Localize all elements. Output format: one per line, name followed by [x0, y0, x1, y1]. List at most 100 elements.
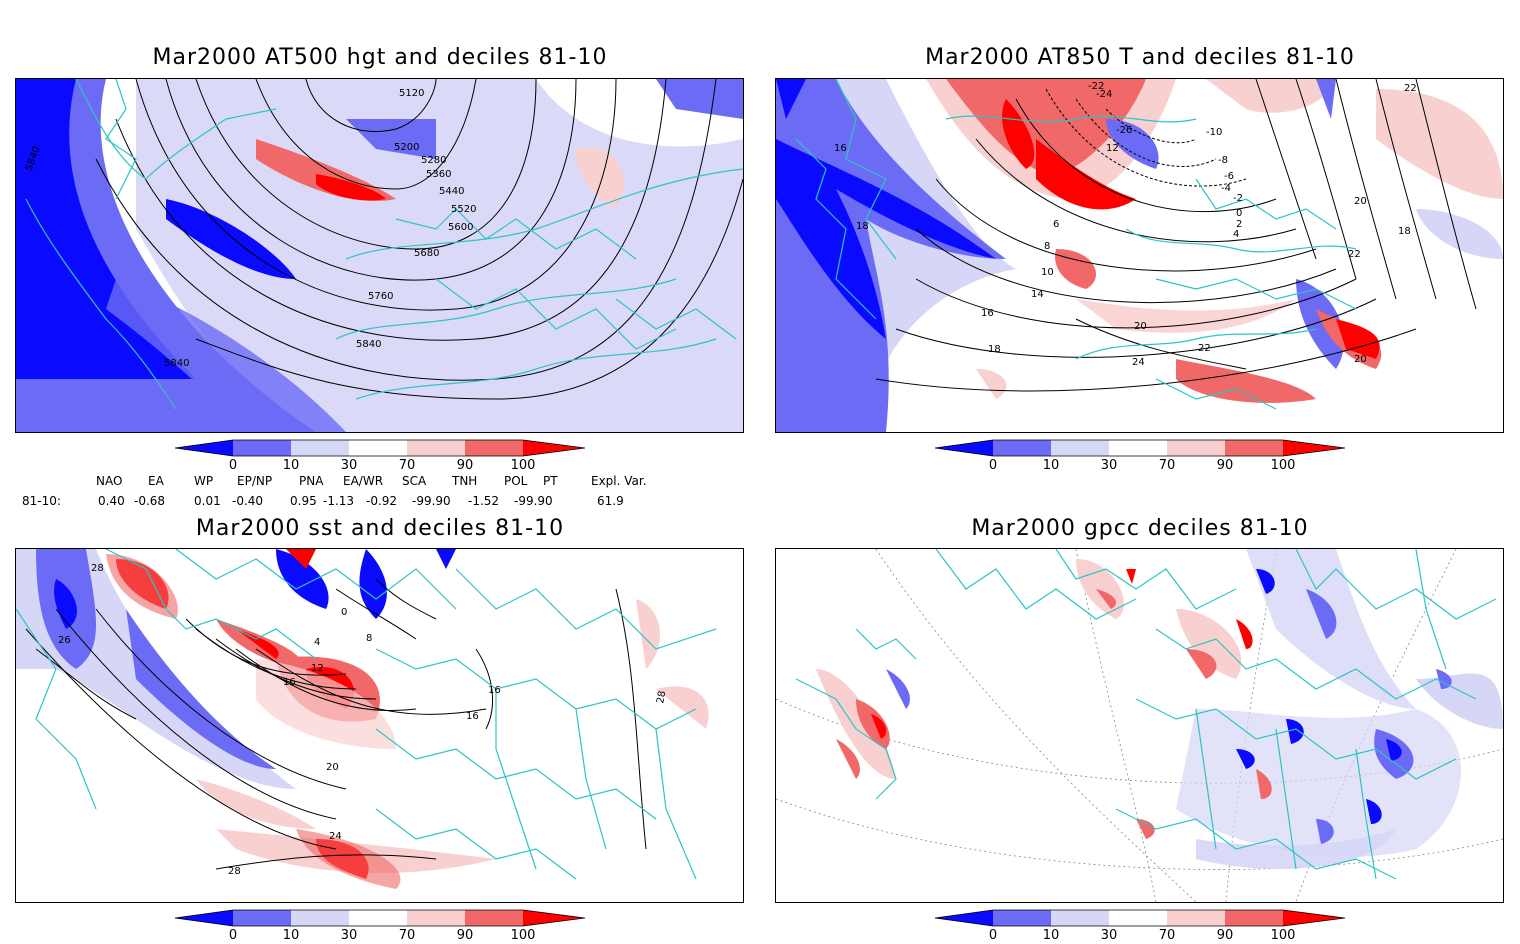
index-header: TNH — [452, 474, 478, 488]
colorbar-tick: 70 — [1158, 928, 1176, 943]
index-header: SCA — [402, 474, 427, 488]
colorbar-tick: 30 — [1100, 928, 1118, 943]
contour-label: 14 — [1031, 289, 1044, 300]
contour-label: 18 — [1398, 226, 1411, 237]
contour-label: 12 — [311, 663, 324, 674]
contour-label: 5760 — [368, 291, 393, 302]
panel-title-gpcc: Mar2000 gpcc deciles 81-10 — [971, 516, 1309, 541]
colorbar-tick: 100 — [1270, 928, 1296, 943]
index-value: -0.40 — [232, 494, 264, 508]
contour-label: 28 — [228, 866, 241, 877]
colorbar-gpcc: 0 10 30 70 90 100 — [934, 909, 1355, 944]
index-value: -0.68 — [134, 494, 166, 508]
contour-label: -8 — [1218, 155, 1228, 166]
contour-label: 16 — [466, 711, 479, 722]
map-panel-hgt: 5120 5200 5280 5360 5440 5520 5600 5680 … — [15, 78, 744, 433]
colorbar-tick: 30 — [340, 928, 358, 943]
contour-label: 20 — [1354, 196, 1367, 207]
colorbar-tick: 0 — [228, 458, 238, 473]
colorbar-tick: 70 — [398, 928, 416, 943]
contour-label: 28 — [655, 690, 668, 704]
index-period: 81-10: — [22, 494, 61, 508]
colorbar-tick: 100 — [510, 928, 536, 943]
contour-label: -10 — [1206, 127, 1222, 138]
colorbar-tick: 70 — [1158, 458, 1176, 473]
map-panel-sst: 28 26 0 4 8 12 16 20 24 28 16 16 28 — [15, 548, 744, 903]
contour-label: 0 — [1236, 208, 1242, 219]
index-header: EA — [148, 474, 164, 488]
contour-label: 5520 — [451, 204, 476, 215]
index-header: Expl. Var. — [591, 474, 647, 488]
contour-label: 18 — [856, 221, 869, 232]
contour-label: 20 — [326, 762, 339, 773]
contour-label: 8 — [1044, 241, 1050, 252]
colorbar-tick: 90 — [456, 458, 474, 473]
colorbar-tick: 0 — [988, 928, 998, 943]
panel-title-sst: Mar2000 sst and deciles 81-10 — [195, 516, 565, 541]
index-value: -99.90 — [514, 494, 553, 508]
colorbar-tick: 100 — [510, 458, 536, 473]
colorbar-tick: 30 — [340, 458, 358, 473]
contour-label: 5680 — [414, 248, 439, 259]
contour-label: 22 — [1198, 343, 1211, 354]
contour-label: 5280 — [421, 155, 446, 166]
index-header: POL — [504, 474, 528, 488]
contour-label: 10 — [1041, 267, 1054, 278]
contour-label: 20 — [1354, 354, 1367, 365]
index-value: 0.95 — [290, 494, 317, 508]
colorbar-tick: 0 — [988, 458, 998, 473]
contour-label: 2 — [1236, 219, 1242, 230]
index-value: 0.40 — [98, 494, 125, 508]
contour-label: 28 — [91, 563, 104, 574]
contour-label: 8 — [366, 633, 372, 644]
contour-label: 18 — [988, 344, 1001, 355]
index-value: -99.90 — [412, 494, 451, 508]
index-header: PT — [543, 474, 558, 488]
contour-label: 5120 — [399, 88, 424, 99]
colorbar-sst: 0 10 30 70 90 100 — [174, 909, 595, 944]
index-value: -1.13 — [323, 494, 355, 508]
index-header: NAO — [96, 474, 123, 488]
contour-label: -24 — [1096, 89, 1112, 100]
contour-label: 24 — [329, 831, 342, 842]
index-value: 0.01 — [194, 494, 221, 508]
contour-label: -4 — [1221, 183, 1231, 194]
contour-label: 16 — [981, 308, 994, 319]
colorbar-tick: 90 — [456, 928, 474, 943]
map-panel-t850: -22 -24 -26 -10 -8 -6 -4 -2 0 2 4 6 8 10… — [775, 78, 1504, 433]
contour-label: 5840 — [356, 339, 381, 350]
index-value: 61.9 — [597, 494, 624, 508]
colorbar-tick: 90 — [1216, 928, 1234, 943]
contour-label: 16 — [834, 143, 847, 154]
colorbar-tick: 100 — [1270, 458, 1296, 473]
contour-label: 22 — [1404, 83, 1417, 94]
index-value: -1.52 — [468, 494, 500, 508]
map-panel-gpcc — [775, 548, 1504, 903]
contour-label: 26 — [58, 635, 71, 646]
contour-label: 6 — [1053, 219, 1059, 230]
index-value: -0.92 — [366, 494, 398, 508]
contour-label: 12 — [1106, 143, 1119, 154]
colorbar-tick: 10 — [282, 458, 300, 473]
contour-label: -22 — [1088, 81, 1104, 92]
colorbar-tick: 10 — [282, 928, 300, 943]
contour-label: -6 — [1224, 171, 1234, 182]
contour-label: 16 — [283, 677, 296, 688]
colorbar-t850: 0 10 30 70 90 100 — [934, 439, 1355, 474]
colorbar-tick: 0 — [228, 928, 238, 943]
colorbar-tick: 10 — [1042, 458, 1060, 473]
contour-label: 24 — [1132, 357, 1145, 368]
contour-label: 20 — [1134, 321, 1147, 332]
index-header: PNA — [299, 474, 324, 488]
colorbar-tick: 90 — [1216, 458, 1234, 473]
contour-label: 4 — [1233, 229, 1239, 240]
contour-label: 5360 — [426, 169, 451, 180]
panel-title-hgt: Mar2000 AT500 hgt and deciles 81-10 — [152, 45, 608, 70]
contour-label: 16 — [488, 685, 501, 696]
contour-label: -2 — [1233, 193, 1243, 204]
panel-title-t850: Mar2000 AT850 T and deciles 81-10 — [925, 45, 1355, 70]
colorbar-tick: 10 — [1042, 928, 1060, 943]
contour-label: 0 — [341, 607, 347, 618]
colorbar-hgt: 0 10 30 70 90 100 — [174, 439, 595, 474]
contour-label: 22 — [1348, 249, 1361, 260]
